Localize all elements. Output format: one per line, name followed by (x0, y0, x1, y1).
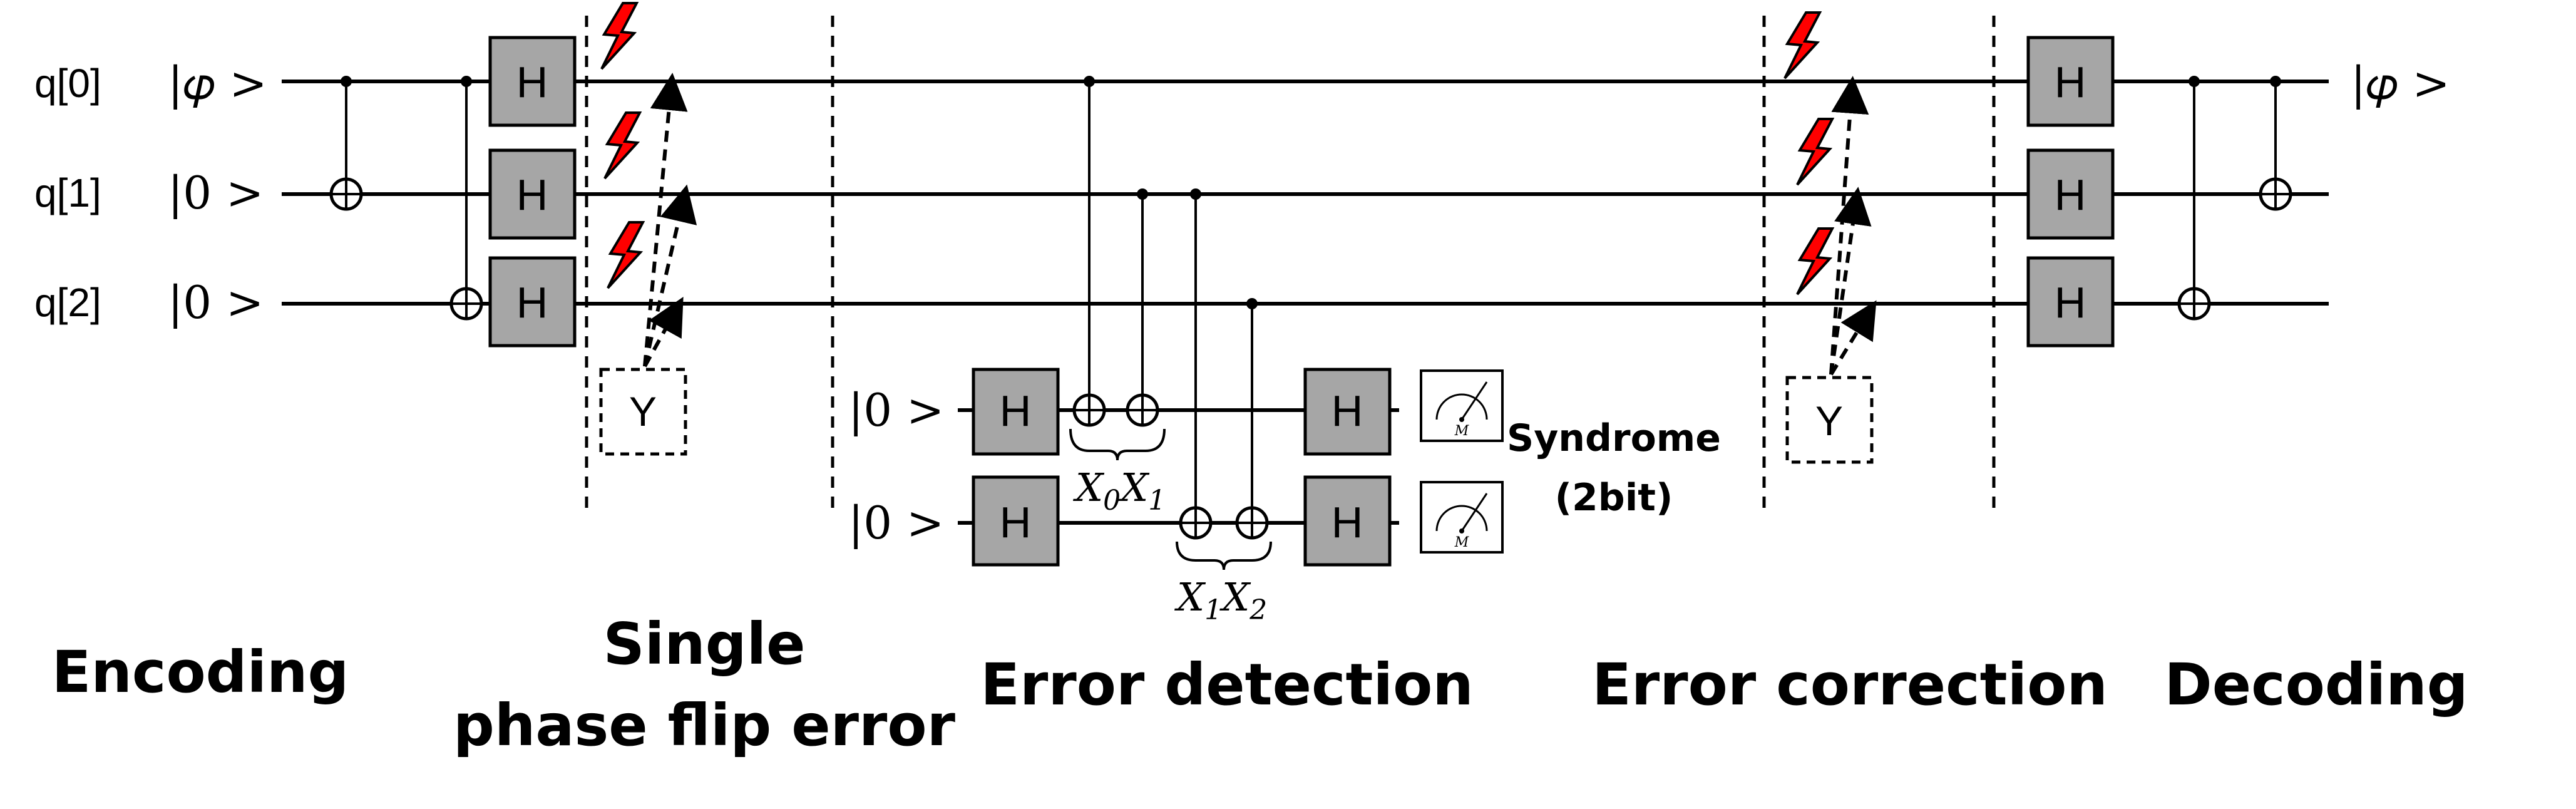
lightning-bolt-icon (1783, 11, 1821, 80)
correction-arrow (1829, 187, 1872, 375)
svg-text:M: M (1454, 535, 1469, 550)
h-gate-encoding-q2: H (488, 256, 577, 348)
encoding-cnot-q0-q1 (329, 76, 363, 211)
h-gate-decoding-q1: H (2026, 148, 2115, 240)
correction-y-gate: Y (1785, 376, 1874, 464)
svg-text:H: H (1000, 386, 1032, 435)
qubit-label-q1: q[1] (34, 170, 101, 215)
lightning-bolt-icon (607, 221, 644, 289)
syndrome-bits-label: (2bit) (1555, 476, 1673, 520)
lightning-bolt-icon (603, 111, 641, 180)
decoding-cnot-q0-q1 (2259, 76, 2292, 211)
svg-text:H: H (516, 278, 548, 327)
lightning-bolt-icon (1796, 227, 1834, 296)
section-encoding: Encoding (52, 639, 349, 706)
qubit-label-q2: q[2] (34, 280, 101, 325)
lightning-bolt-icon (600, 2, 638, 70)
svg-text:Y: Y (1815, 398, 1843, 444)
h-gate-encoding-q0: H (488, 36, 577, 127)
decoding-cnot-q0-q2 (2177, 76, 2211, 321)
svg-text:Y: Y (629, 388, 657, 435)
error-y-gate: Y (599, 368, 687, 456)
ancilla-state-a1: |0 > (848, 497, 944, 549)
detect-cnot-a1-q2 (1235, 298, 1269, 540)
h-gate-encoding-q1: H (488, 148, 577, 240)
meter-icon: M (1420, 481, 1504, 554)
error-arrow (643, 297, 684, 368)
syndrome-label: Syndrome (1507, 416, 1721, 460)
output-state: |𝜑 > (2351, 57, 2450, 110)
svg-text:H: H (516, 58, 548, 106)
section-decoding: Decoding (2164, 651, 2468, 718)
svg-text:H: H (2055, 170, 2086, 219)
initial-state-q0: |𝜑 > (168, 57, 267, 110)
meter-icon: M (1420, 369, 1504, 442)
h-gate-ancilla-1-pre: H (972, 475, 1060, 567)
brace-x1x2 (1176, 541, 1272, 570)
initial-state-q1: |0 > (168, 167, 264, 219)
svg-text:H: H (1332, 498, 1363, 547)
detect-cnot-a1-q1 (1179, 188, 1213, 540)
ancilla-state-a0: |0 > (848, 384, 944, 436)
section-phase-flip-line1: Single (603, 611, 805, 678)
svg-text:H: H (2055, 58, 2086, 106)
initial-state-q2: |0 > (168, 276, 264, 329)
qubit-label-q0: q[0] (34, 61, 101, 106)
lightning-bolt-icon (1796, 118, 1834, 186)
h-gate-ancilla-1-post: H (1303, 475, 1392, 567)
svg-text:H: H (2055, 278, 2086, 327)
correction-arrow (1829, 300, 1877, 376)
h-gate-ancilla-0-pre: H (972, 368, 1060, 456)
encoding-cnot-q0-q2 (449, 76, 483, 321)
section-detection: Error detection (980, 651, 1474, 718)
svg-text:H: H (1332, 386, 1363, 435)
svg-text:H: H (1000, 498, 1032, 547)
section-correction: Error correction (1592, 651, 2108, 718)
detect-cnot-a0-q1 (1126, 188, 1159, 427)
svg-text:M: M (1454, 423, 1469, 439)
stabilizer-x0x1: X0X1 (1073, 465, 1166, 517)
h-gate-ancilla-0-post: H (1303, 368, 1392, 456)
section-phase-flip-line2: phase flip error (453, 692, 956, 759)
brace-x0x1 (1069, 428, 1166, 461)
h-gate-decoding-q0: H (2026, 36, 2115, 127)
error-arrow (643, 184, 697, 367)
svg-text:H: H (516, 170, 548, 219)
correction-arrow (1829, 76, 1869, 375)
stabilizer-x1x2: X1X2 (1174, 574, 1267, 626)
detect-cnot-a0-q0 (1072, 76, 1106, 427)
h-gate-decoding-q2: H (2026, 256, 2115, 348)
